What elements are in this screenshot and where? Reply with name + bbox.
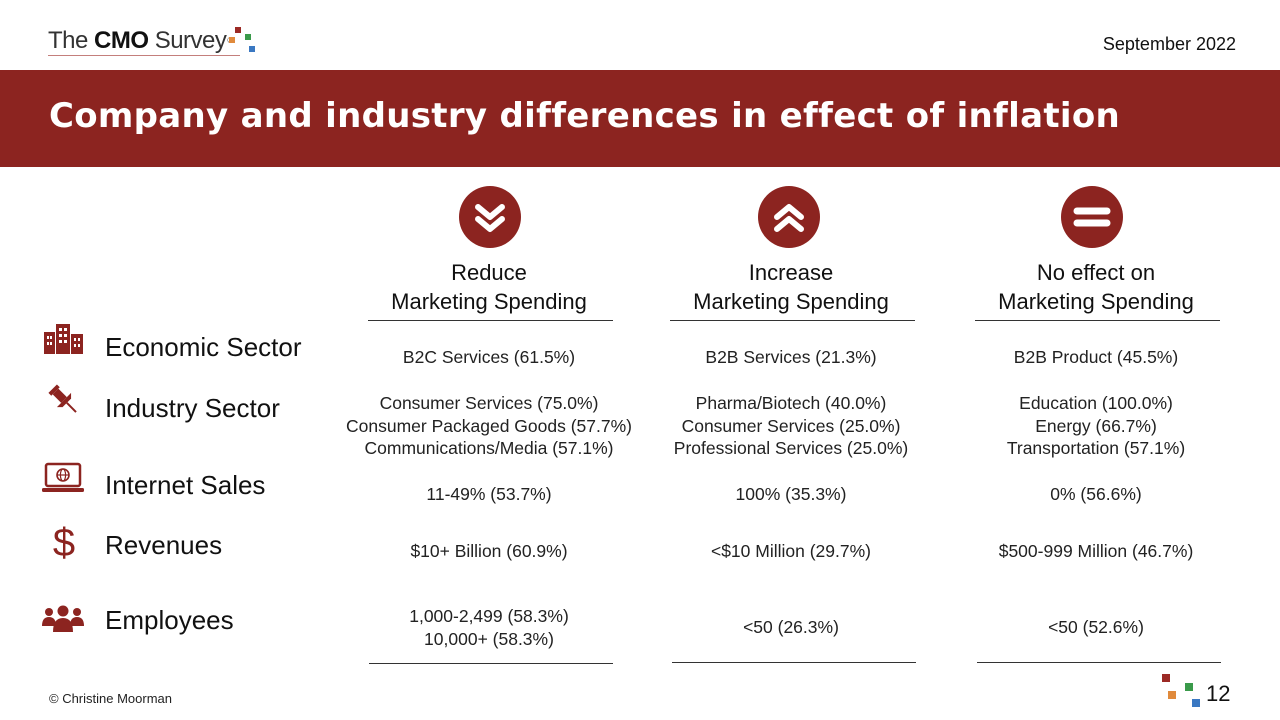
page-title: Company and industry differences in effe… — [49, 96, 1121, 136]
page-number: 12 — [1206, 681, 1231, 706]
table-cell: 100% (35.3%) — [735, 484, 847, 504]
equals-icon — [1061, 186, 1123, 248]
table-cell: B2B Product (45.5%) — [1013, 347, 1179, 367]
report-date: September 2022 — [1102, 34, 1236, 54]
table-cell: <50 (52.6%) — [1048, 617, 1144, 637]
copyright-notice: © Christine Moorman — [49, 691, 173, 706]
column-header-increase: Increase Marketing Spending — [661, 258, 921, 316]
table-cell: B2B Services (21.3%) — [705, 347, 877, 367]
buildings-icon — [42, 318, 86, 358]
table-cell: $10+ Billion (60.9%) — [410, 541, 568, 561]
column-header-rule — [368, 320, 613, 321]
dollar-icon: $ — [42, 521, 86, 563]
table-cell: <$10 Million (29.7%) — [710, 541, 871, 561]
cmo-survey-logo: The CMO Survey® — [48, 26, 259, 60]
logo-underline — [48, 55, 240, 56]
logo-wordmark: The CMO Survey® — [48, 27, 233, 54]
table-cell: <50 (26.3%) — [743, 617, 839, 637]
column-bottom-rule — [977, 662, 1221, 663]
row-label-revenues: Revenues — [105, 530, 223, 560]
column-bottom-rule — [369, 663, 613, 664]
table-cell: Consumer Services (75.0%) Consumer Packag… — [346, 393, 632, 458]
people-group-icon — [41, 599, 85, 639]
table-cell: 11-49% (53.7%) — [426, 484, 552, 504]
column-title-line2: Marketing Spending — [693, 289, 889, 314]
row-label-economic-sector: Economic Sector — [105, 332, 302, 362]
column-title-line2: Marketing Spending — [998, 289, 1194, 314]
table-cell: B2C Services (61.5%) — [402, 347, 576, 367]
table-cell: Education (100.0%) Energy (66.7%) Transpor… — [1006, 393, 1186, 458]
double-chevron-down-icon — [459, 186, 521, 248]
table-cell: 1,000-2,499 (58.3%) 10,000+ (58.3%) — [409, 606, 569, 649]
double-chevron-up-icon — [758, 186, 820, 248]
column-header-rule — [670, 320, 915, 321]
svg-text:$: $ — [53, 521, 75, 563]
logo-squares-icon — [1160, 672, 1200, 712]
column-header-rule — [975, 320, 1220, 321]
table-cell: Pharma/Biotech (40.0%) Consumer Services … — [673, 393, 909, 458]
column-title-line1: Increase — [748, 260, 834, 285]
column-header-reduce: Reduce Marketing Spending — [359, 258, 619, 316]
laptop-globe-icon — [41, 458, 85, 498]
column-title-line1: No effect on — [1036, 260, 1156, 285]
row-label-employees: Employees — [105, 605, 234, 635]
table-cell: $500-999 Million (46.7%) — [998, 541, 1194, 561]
table-cell: 0% (56.6%) — [1050, 484, 1142, 504]
column-title-line1: Reduce — [451, 260, 527, 285]
row-label-internet-sales: Internet Sales — [105, 470, 266, 500]
row-label-industry-sector: Industry Sector — [105, 393, 280, 423]
column-header-no-effect: No effect on Marketing Spending — [966, 258, 1226, 316]
column-bottom-rule — [672, 662, 916, 663]
pushpin-icon — [42, 380, 86, 420]
title-banner — [0, 70, 1280, 167]
logo-squares-icon — [228, 26, 259, 56]
column-title-line2: Marketing Spending — [391, 289, 587, 314]
